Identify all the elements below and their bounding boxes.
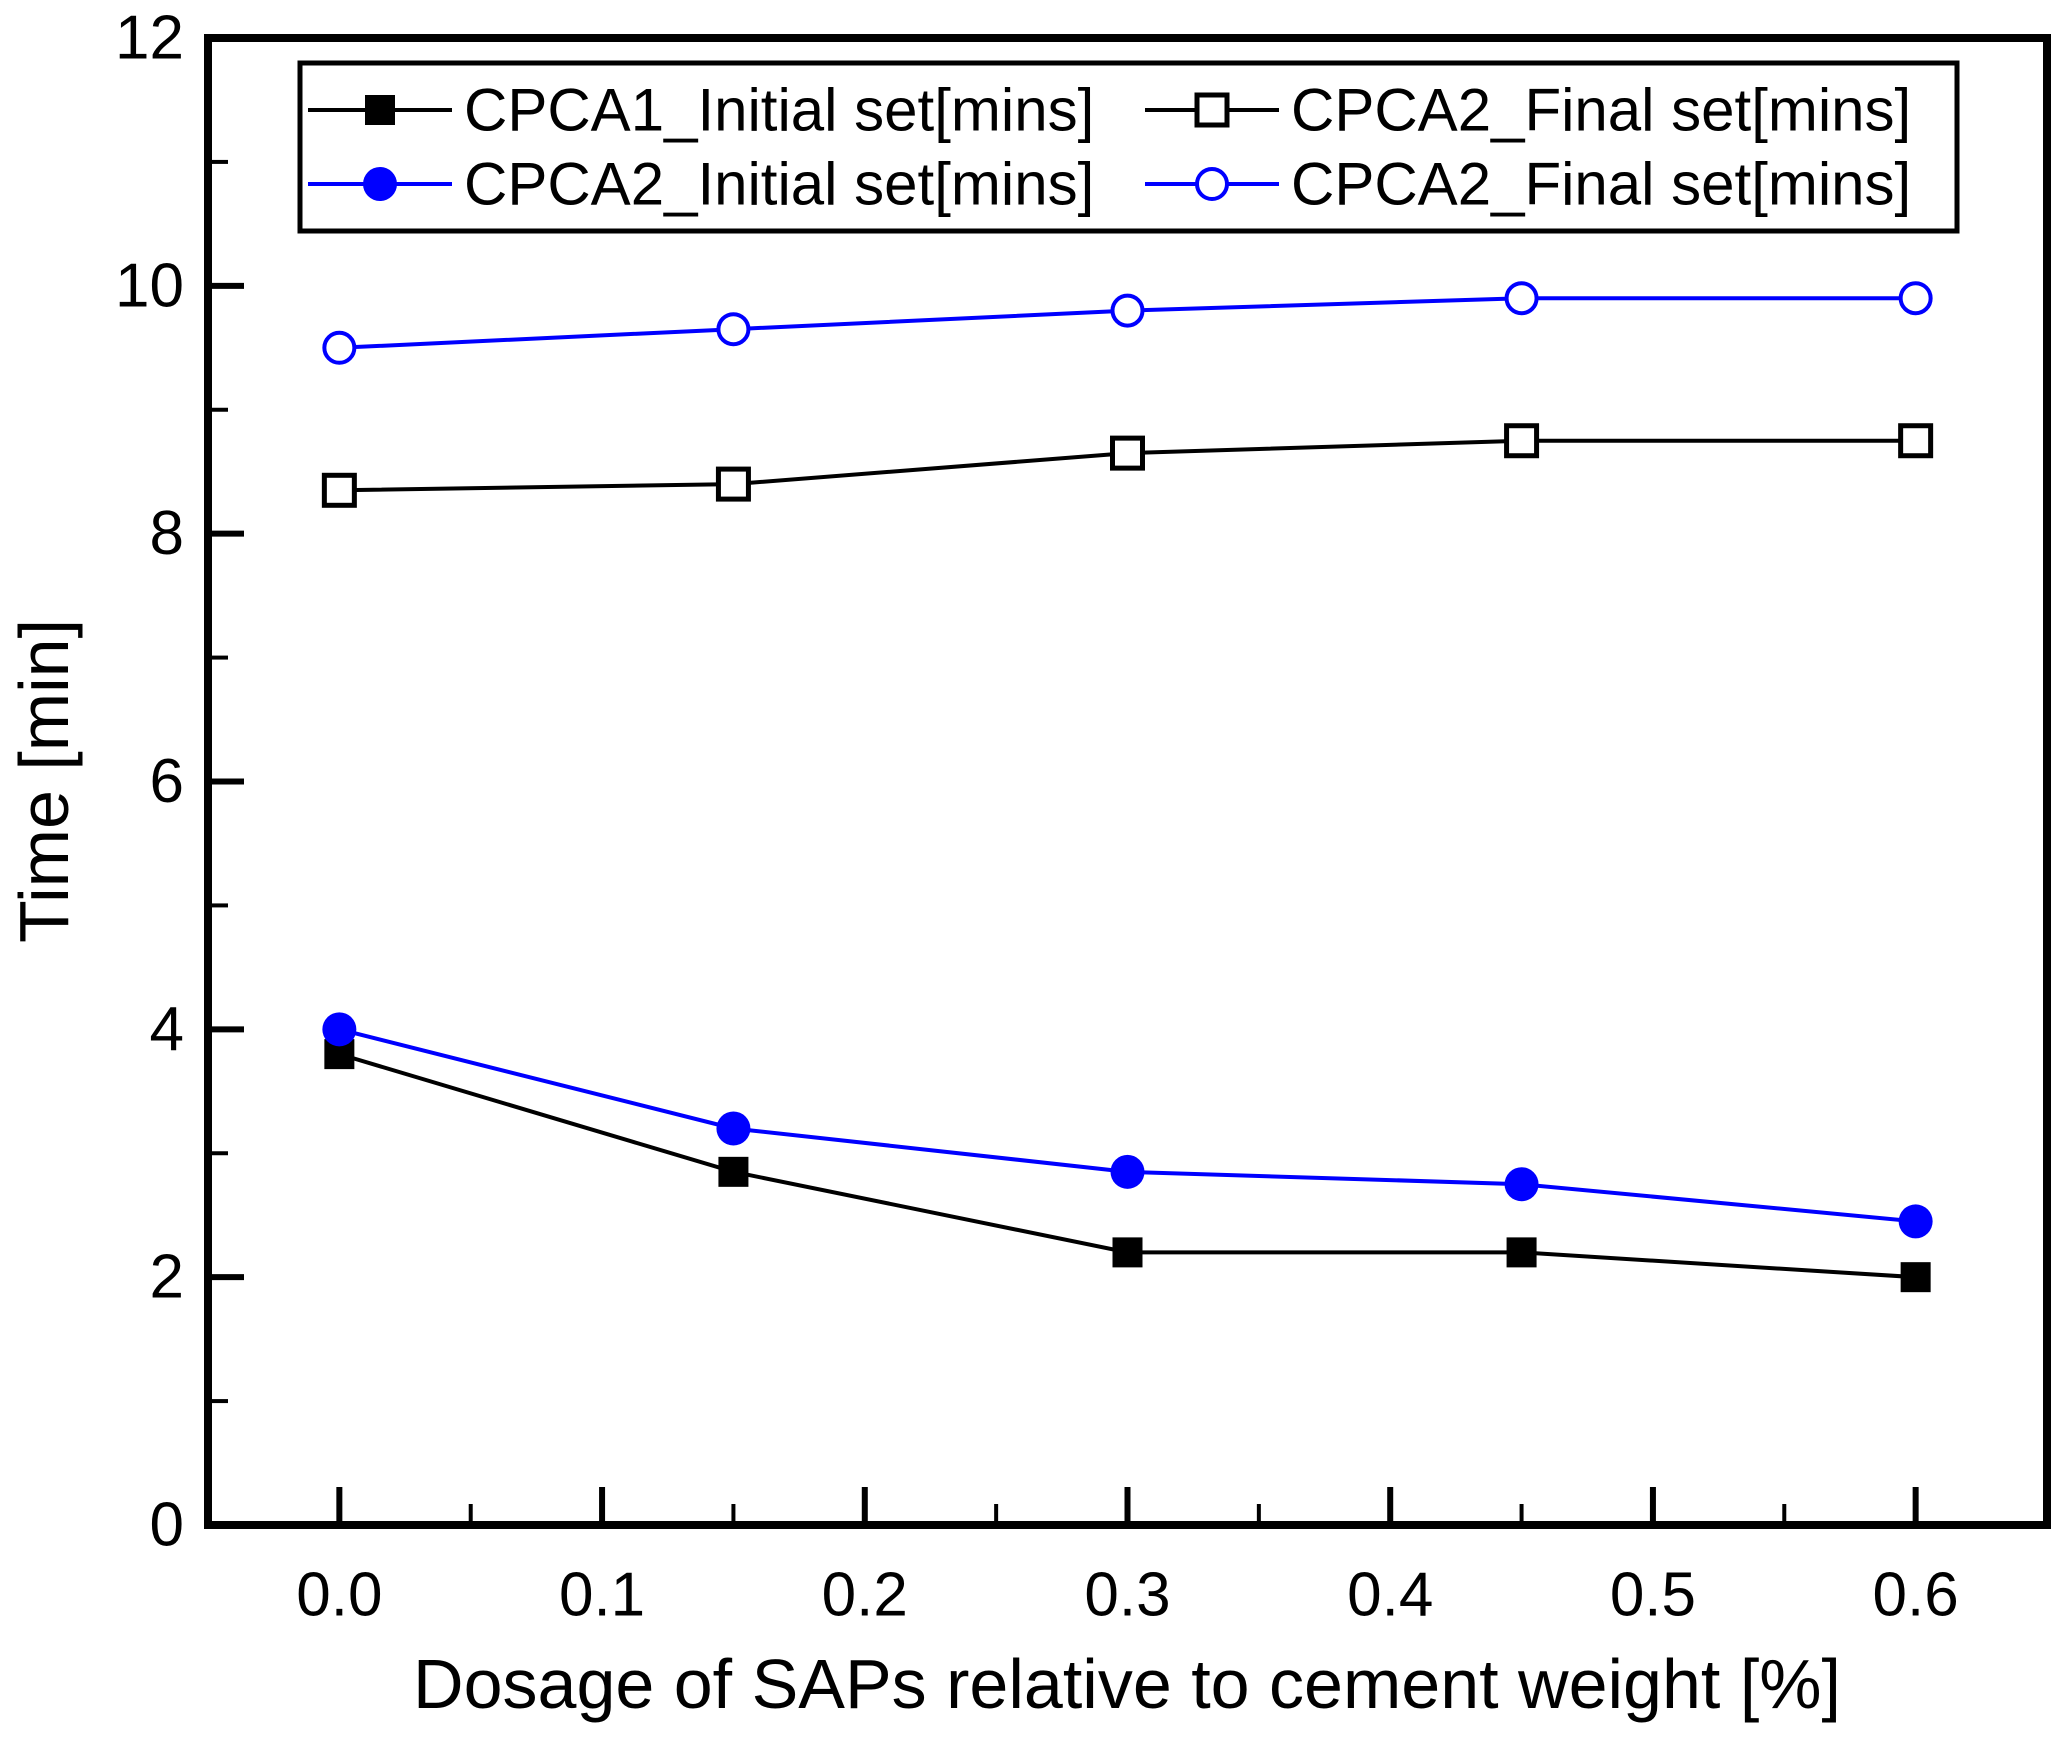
series-1-point-0-marker-open-square (321, 472, 357, 508)
series-0-point-3-marker-filled-square (1506, 1237, 1537, 1268)
x-tick-label: 0.6 (1873, 1561, 1959, 1630)
series-0-point-2-marker-filled-square (1112, 1237, 1143, 1268)
y-tick-label: 4 (150, 995, 184, 1064)
legend-label-3: CPCA2_Final set[mins] (1291, 151, 1911, 218)
series-2-point-3-marker-filled-circle (1504, 1167, 1539, 1202)
series-1-point-4-marker-open-square (1898, 423, 1934, 459)
legend-1-marker-open-square (1194, 92, 1230, 128)
series-3-point-4-marker-open-circle (1898, 281, 1933, 316)
y-tick-label: 2 (150, 1243, 184, 1312)
legend-0-marker-filled-square (365, 95, 395, 125)
series-0-point-1-marker-filled-square (718, 1156, 749, 1187)
plot-box (204, 34, 2051, 1529)
y-tick-label: 12 (115, 4, 184, 73)
y-tick-label: 6 (150, 747, 184, 816)
legend-label-0: CPCA1_Initial set[mins] (464, 77, 1094, 144)
legend-box (297, 60, 1960, 234)
y-tick-label: 10 (115, 251, 184, 320)
x-tick-label: 0.2 (822, 1561, 908, 1630)
series-1-point-1-marker-open-square (715, 466, 751, 502)
series-3-point-0-marker-open-circle (322, 330, 357, 365)
series-2-point-0-marker-filled-circle (322, 1012, 357, 1047)
legend-2-marker-filled-circle (363, 167, 397, 201)
series-0-point-4-marker-filled-square (1900, 1262, 1931, 1293)
y-axis-title: Time [min] (5, 619, 83, 943)
x-tick-label: 0.4 (1347, 1561, 1433, 1630)
plot-layer: 0.0 0.1 0.2 0.3 0.4 0.5 0.6 0 2 4 6 8 10 12 CPCA1_Init… (115, 4, 2051, 1630)
x-tick-label: 0.5 (1610, 1561, 1696, 1630)
x-tick-label: 0.3 (1084, 1561, 1170, 1630)
series-1-point-2-marker-open-square (1110, 435, 1145, 471)
legend-label-1: CPCA2_Final set[mins] (1291, 77, 1911, 144)
y-tick-label: 8 (150, 499, 184, 568)
series-2-point-4-marker-filled-circle (1898, 1204, 1933, 1239)
x-axis-title: Dosage of SAPs relative to cement weight… (413, 1645, 1841, 1723)
x-tick-label: 0.1 (559, 1561, 645, 1630)
series-3-point-2-marker-open-circle (1110, 293, 1145, 328)
series-1-point-3-marker-open-square (1504, 423, 1540, 459)
legend-3-marker-open-circle (1195, 167, 1229, 201)
series-2-point-1-marker-filled-circle (716, 1111, 751, 1146)
series-2-point-2-marker-filled-circle (1110, 1154, 1145, 1189)
series-3-point-3-marker-open-circle (1504, 281, 1539, 316)
y-tick-label: 0 (150, 1491, 184, 1560)
series-3-point-1-marker-open-circle (716, 312, 751, 347)
legend-label-2: CPCA2_Initial set[mins] (464, 151, 1094, 218)
x-tick-label: 0.0 (296, 1561, 382, 1630)
